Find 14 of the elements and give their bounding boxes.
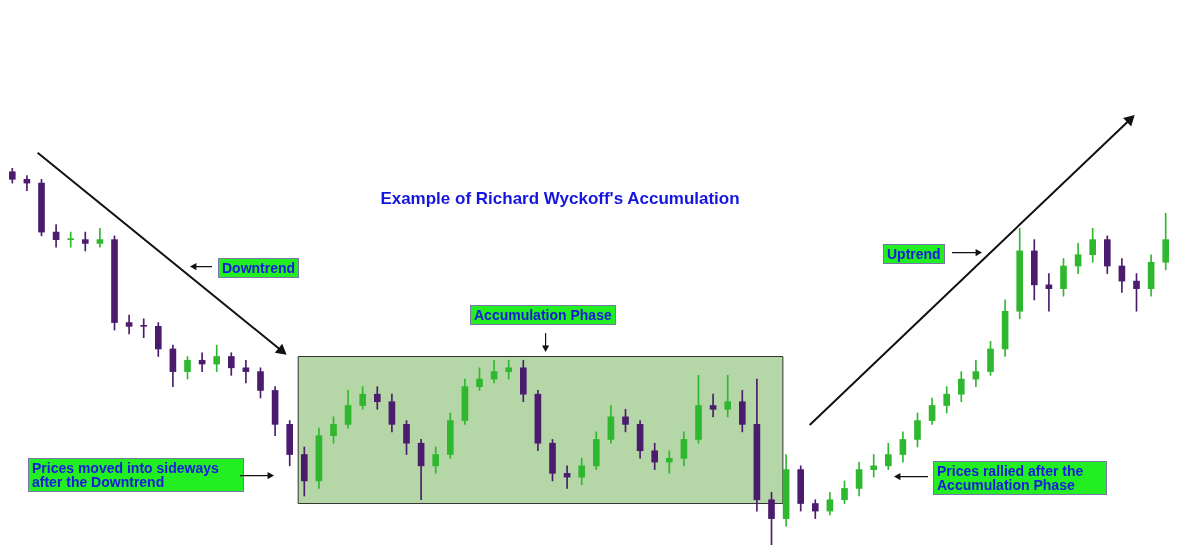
band-label: Accumulation Phase: [470, 305, 616, 325]
candlestick: [96, 227, 104, 248]
annotation: Prices moved into sideways after the Downtrend: [28, 458, 244, 492]
annotation: Downtrend: [218, 258, 300, 278]
candlestick: [67, 231, 75, 248]
annotation: Uptrend: [883, 244, 945, 264]
annotation: Prices rallied after the Accumulation Phase: [933, 461, 1107, 495]
candlestick: [665, 450, 673, 474]
text: Example of Richard Wyckoff's Accumulation: [379, 189, 741, 209]
candlestick: [140, 318, 148, 338]
candlestick: [870, 454, 878, 478]
candlestick: [242, 359, 250, 384]
candlestick: [709, 393, 717, 418]
candlestick: [724, 375, 732, 418]
